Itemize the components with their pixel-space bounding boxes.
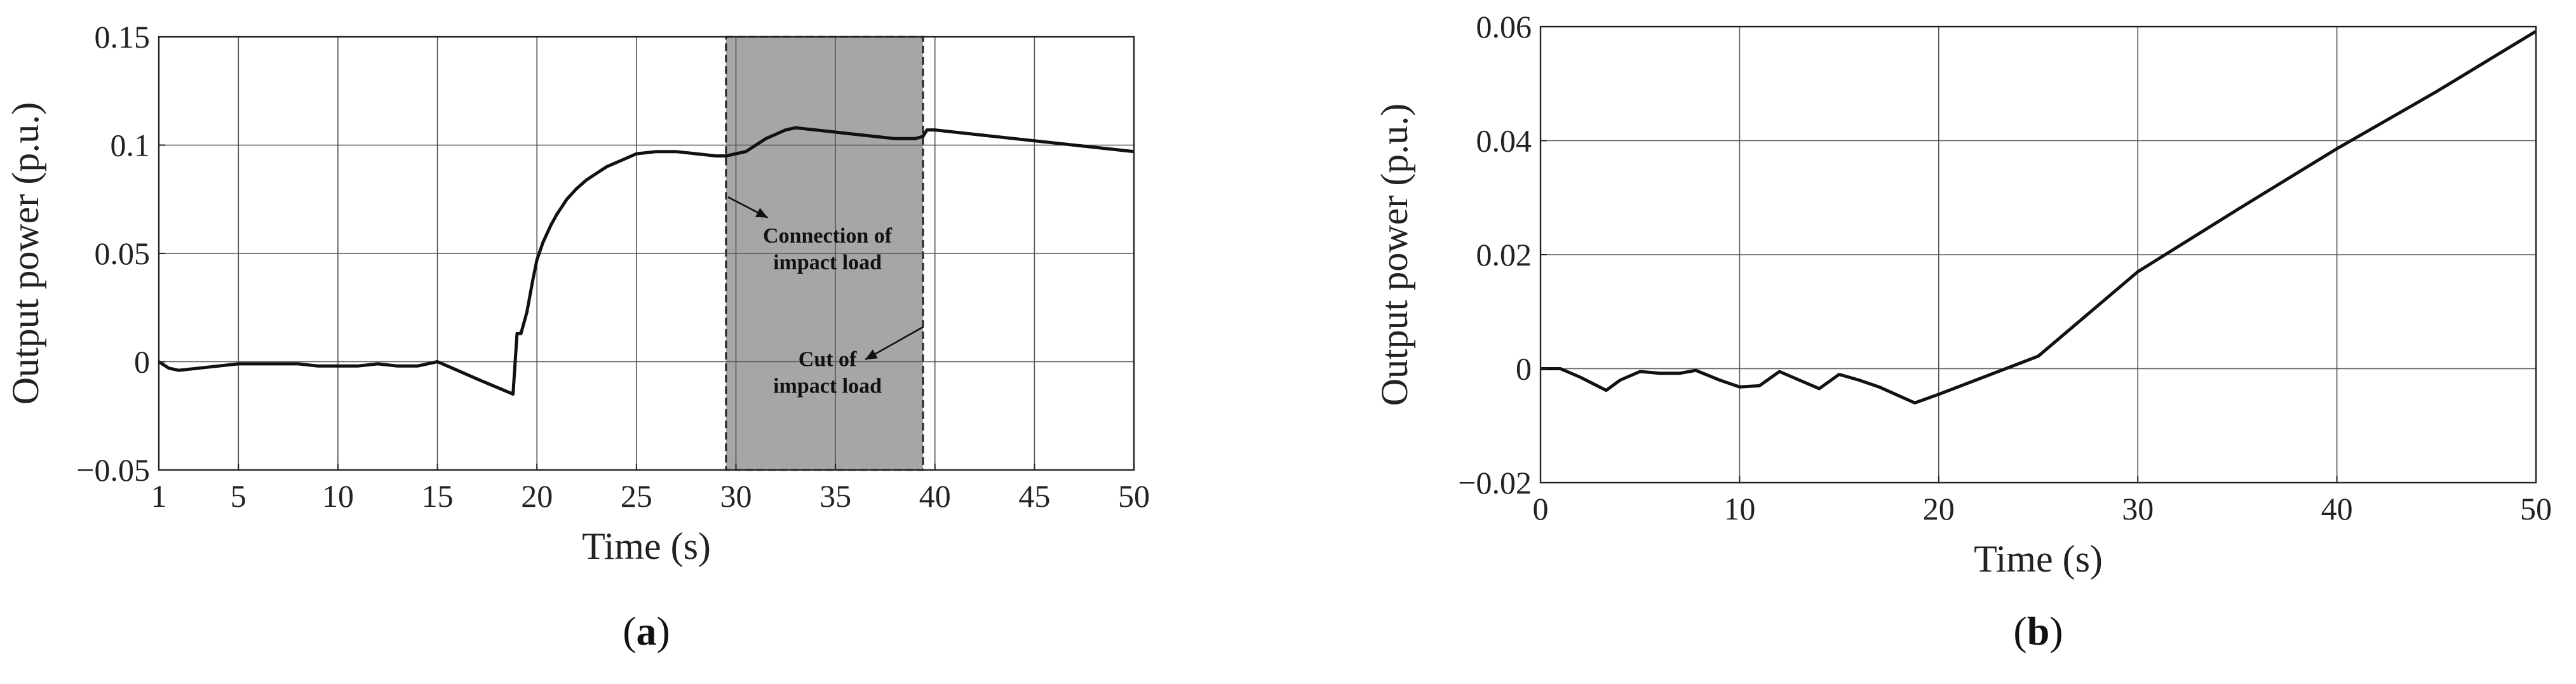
x-tick-label: 50 xyxy=(1118,478,1150,514)
annotation-text: impact load xyxy=(773,374,882,398)
x-tick-label: 30 xyxy=(720,478,752,514)
panel-label-close: ) xyxy=(2049,608,2063,654)
y-tick-label: 0.02 xyxy=(1476,237,1532,272)
y-tick-label: 0.06 xyxy=(1476,9,1532,44)
annotation-arrowhead xyxy=(865,349,878,360)
x-tick-label: 0 xyxy=(1533,491,1549,526)
x-tick-label: 40 xyxy=(2321,491,2353,526)
x-tick-label: 20 xyxy=(1923,491,1955,526)
annotation-text: Connection of xyxy=(763,224,893,248)
x-tick-label: 20 xyxy=(521,478,553,514)
annotation-text: Cut of xyxy=(799,347,857,371)
y-tick-label: −0.05 xyxy=(76,452,150,488)
panel-label-open: ( xyxy=(623,608,636,654)
chart-a: 1 5 10 15 20 25 30 35 40 45 50−0.0500.050.10.15Tim… xyxy=(4,19,1150,654)
x-tick-label: 10 xyxy=(1723,491,1755,526)
panel-label: (b) xyxy=(2013,608,2063,654)
x-tick-label: 25 xyxy=(621,478,652,514)
x-axis-title: Time (s) xyxy=(582,525,711,567)
panel-label-close: ) xyxy=(657,608,670,654)
panel-label-letter: a xyxy=(637,608,657,654)
y-tick-label: 0 xyxy=(1516,351,1532,387)
y-tick-label: 0.05 xyxy=(95,236,151,271)
x-tick-label: 35 xyxy=(819,478,851,514)
y-tick-label: 0.1 xyxy=(111,128,151,163)
panel-label: (a) xyxy=(623,608,670,654)
y-tick-label: 0.15 xyxy=(95,19,151,55)
panel-label-open: ( xyxy=(2013,608,2026,654)
x-tick-label: 1 xyxy=(151,478,167,514)
y-tick-label: −0.02 xyxy=(1458,465,1532,500)
x-tick-label: 45 xyxy=(1018,478,1050,514)
annotation-arrowhead xyxy=(755,208,768,218)
x-tick-label: 40 xyxy=(919,478,951,514)
x-tick-label: 50 xyxy=(2520,491,2552,526)
x-tick-label: 5 xyxy=(231,478,246,514)
panel-label-letter: b xyxy=(2027,608,2050,654)
x-tick-label: 10 xyxy=(322,478,354,514)
y-tick-label: 0.04 xyxy=(1476,123,1532,159)
y-axis-title: Output power (p.u.) xyxy=(4,102,46,405)
annotation-text: impact load xyxy=(773,251,882,274)
x-axis-title: Time (s) xyxy=(1974,538,2103,580)
series-line xyxy=(158,126,1135,396)
x-tick-label: 30 xyxy=(2122,491,2154,526)
y-tick-label: 0 xyxy=(134,344,150,380)
x-tick-label: 15 xyxy=(422,478,454,514)
series-line xyxy=(1541,30,2537,405)
y-axis-title: Output power (p.u.) xyxy=(1373,104,1415,406)
